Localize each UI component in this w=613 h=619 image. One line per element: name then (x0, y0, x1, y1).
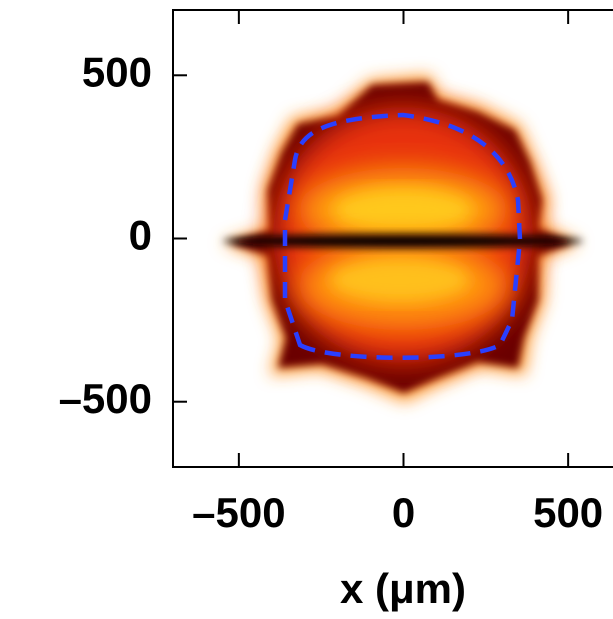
heatmap-image (222, 75, 583, 402)
x-tick-label: –500 (192, 489, 285, 536)
x-axis-label: x (μm) (340, 565, 466, 612)
y-tick-label: 0 (129, 212, 152, 259)
y-tick-label: 500 (82, 48, 152, 95)
y-tick-label: –500 (59, 375, 152, 422)
x-tick-label: 0 (392, 489, 415, 536)
x-tick-label: 500 (533, 489, 603, 536)
